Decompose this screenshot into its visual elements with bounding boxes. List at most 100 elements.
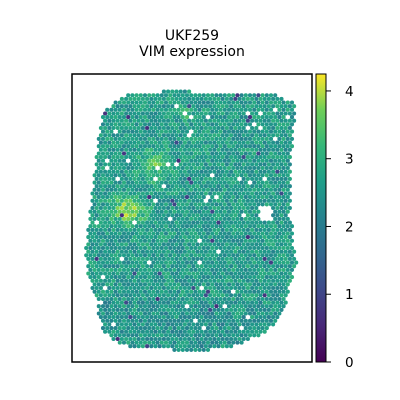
expression-spot (166, 118, 171, 123)
expression-spot (264, 326, 269, 331)
expression-spot (252, 187, 257, 192)
expression-spot (172, 245, 177, 251)
expression-spot (235, 151, 240, 156)
expression-spot (210, 289, 215, 294)
expression-spot (233, 205, 238, 211)
expression-spot (100, 173, 106, 178)
expression-spot (136, 278, 141, 283)
expression-spot (172, 136, 177, 141)
expression-spot (103, 264, 108, 269)
expression-spot (182, 89, 187, 94)
expression-spot (140, 155, 145, 160)
expression-spot (92, 282, 97, 287)
expression-spot (266, 220, 271, 225)
expression-spot (142, 129, 148, 134)
expression-spot (153, 155, 158, 160)
expression-spot (157, 169, 162, 174)
expression-spot (218, 340, 223, 345)
expression-spot (277, 100, 282, 105)
expression-spot (149, 242, 154, 247)
expression-spot (115, 271, 120, 276)
expression-spot (172, 144, 177, 149)
expression-spot (151, 231, 156, 236)
expression-spot (113, 144, 118, 149)
expression-spot (197, 245, 202, 251)
expression-spot (285, 195, 290, 200)
expression-spot (153, 125, 158, 131)
expression-spot (273, 224, 278, 229)
expression-spot (90, 235, 95, 240)
expression-spot (170, 256, 175, 261)
expression-spot (119, 227, 124, 232)
expression-spot (176, 275, 181, 280)
expression-spot (128, 285, 133, 291)
expression-spot (155, 144, 160, 149)
expression-spot (119, 285, 124, 291)
expression-spot (98, 285, 103, 291)
expression-spot (224, 264, 229, 269)
expression-spot (231, 231, 236, 236)
expression-spot (266, 118, 271, 123)
expression-spot (201, 93, 206, 98)
expression-spot (149, 344, 154, 349)
expression-spot (245, 271, 250, 276)
expression-spot (266, 242, 271, 247)
expression-spot (277, 216, 282, 221)
expression-spot (180, 260, 185, 265)
expression-spot (100, 136, 106, 141)
expression-spot (243, 195, 248, 200)
expression-spot (231, 173, 236, 178)
expression-spot (243, 100, 248, 105)
expression-spot (142, 289, 148, 294)
expression-spot (166, 256, 171, 261)
expression-spot (153, 162, 158, 167)
expression-spot (220, 300, 225, 305)
expression-spot (220, 111, 225, 116)
expression-spot (195, 111, 200, 116)
expression-spot (136, 191, 141, 196)
expression-spot (201, 100, 206, 105)
expression-spot (155, 245, 160, 251)
expression-spot (220, 264, 225, 269)
expression-spot (250, 169, 255, 174)
expression-spot (277, 209, 282, 214)
expression-spot (90, 278, 95, 283)
expression-spot (197, 224, 202, 229)
expression-spot (138, 187, 143, 192)
expression-spot (203, 162, 208, 167)
expression-spot (161, 329, 166, 334)
expression-spot (287, 176, 292, 181)
expression-spot (283, 256, 288, 261)
expression-spot (130, 107, 135, 112)
expression-spot (134, 296, 139, 302)
expression-spot (254, 220, 259, 225)
expression-spot (260, 158, 265, 163)
expression-spot (163, 231, 169, 236)
expression-spot (121, 311, 127, 316)
expression-spot (149, 249, 154, 254)
expression-spot (130, 202, 135, 207)
expression-spot (176, 115, 181, 120)
expression-spot (195, 176, 200, 181)
expression-spot (275, 169, 280, 174)
expression-spot (113, 289, 118, 294)
expression-spot (113, 238, 118, 243)
plot-frame (71, 73, 313, 363)
expression-spot (256, 187, 261, 192)
expression-spot (275, 133, 280, 138)
expression-spot (247, 115, 253, 120)
expression-spot (172, 231, 177, 236)
expression-spot (138, 333, 143, 338)
expression-spot (176, 209, 181, 214)
expression-spot (107, 300, 112, 305)
expression-spot (168, 122, 173, 127)
expression-spot (205, 151, 211, 156)
expression-spot (201, 245, 206, 251)
expression-spot (105, 253, 110, 258)
expression-spot (212, 315, 217, 320)
expression-spot (170, 271, 175, 276)
expression-spot (220, 133, 225, 138)
expression-spot (195, 315, 200, 320)
expression-spot (121, 282, 127, 287)
expression-spot (92, 195, 97, 200)
